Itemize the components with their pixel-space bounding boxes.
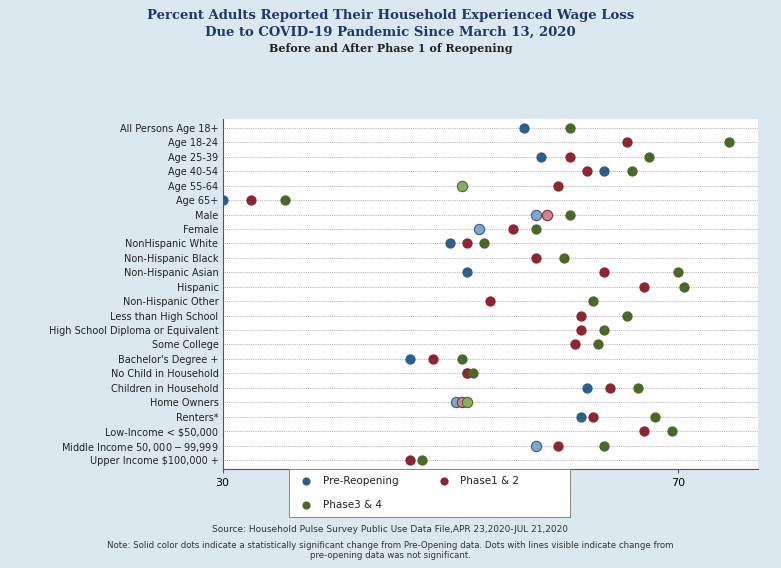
Point [597,325,610,335]
Point [279,195,291,204]
Point [507,224,519,233]
Point [427,354,440,364]
Point [461,239,473,248]
Point [587,412,599,421]
Text: Percent Adults Reported Their Household Experienced Wage Loss: Percent Adults Reported Their Household … [147,9,634,22]
Text: Phase3 & 4: Phase3 & 4 [323,500,382,510]
Point [620,311,633,320]
Point [444,239,456,248]
Point [483,296,496,306]
Point [530,441,542,450]
X-axis label: Percent: Percent [469,493,511,503]
Point [597,441,610,450]
Point [597,268,610,277]
Point [478,239,490,248]
Point [450,398,462,407]
Point [649,412,662,421]
Point [552,441,565,450]
Point [552,181,565,190]
Text: Before and After Phase 1 of Reopening: Before and After Phase 1 of Reopening [269,43,512,53]
Point [216,195,229,204]
Point [637,282,650,291]
Point [632,383,644,392]
Text: Note: Solid color dots indicate a statistically significant change from Pre-Open: Note: Solid color dots indicate a statis… [107,541,674,560]
Point [473,224,485,233]
Point [569,340,582,349]
Point [461,369,473,378]
Point [530,253,542,262]
Point [575,412,587,421]
Point [437,476,450,485]
Point [530,224,542,233]
Point [455,398,468,407]
Point [644,152,656,161]
Text: Source: Household Pulse Survey Public Use Data File,APR 23,2020-JUL 21,2020: Source: Household Pulse Survey Public Us… [212,525,569,534]
Point [540,210,553,219]
Point [592,340,604,349]
Point [535,152,547,161]
Point [575,311,587,320]
Point [461,369,473,378]
Point [455,181,468,190]
Point [580,166,593,176]
Point [518,123,530,132]
Point [677,282,690,291]
Point [626,166,639,176]
Point [597,166,610,176]
Point [415,456,428,465]
Text: Phase1 & 2: Phase1 & 2 [461,475,519,486]
Point [587,296,599,306]
Point [604,383,616,392]
Point [666,427,679,436]
Point [723,138,736,147]
Point [530,210,542,219]
Point [558,253,570,262]
Point [564,152,576,161]
Point [580,383,593,392]
Text: Due to COVID-19 Pandemic Since March 13, 2020: Due to COVID-19 Pandemic Since March 13,… [205,26,576,39]
Text: Pre-Reopening: Pre-Reopening [323,475,398,486]
Point [461,268,473,277]
Point [300,500,312,509]
Point [455,354,468,364]
Point [575,325,587,335]
Point [300,476,312,485]
Point [672,268,684,277]
Point [564,210,576,219]
Point [467,369,480,378]
Point [637,427,650,436]
Point [620,138,633,147]
Point [404,354,416,364]
Point [461,398,473,407]
Point [404,456,416,465]
Point [244,195,257,204]
Point [564,123,576,132]
